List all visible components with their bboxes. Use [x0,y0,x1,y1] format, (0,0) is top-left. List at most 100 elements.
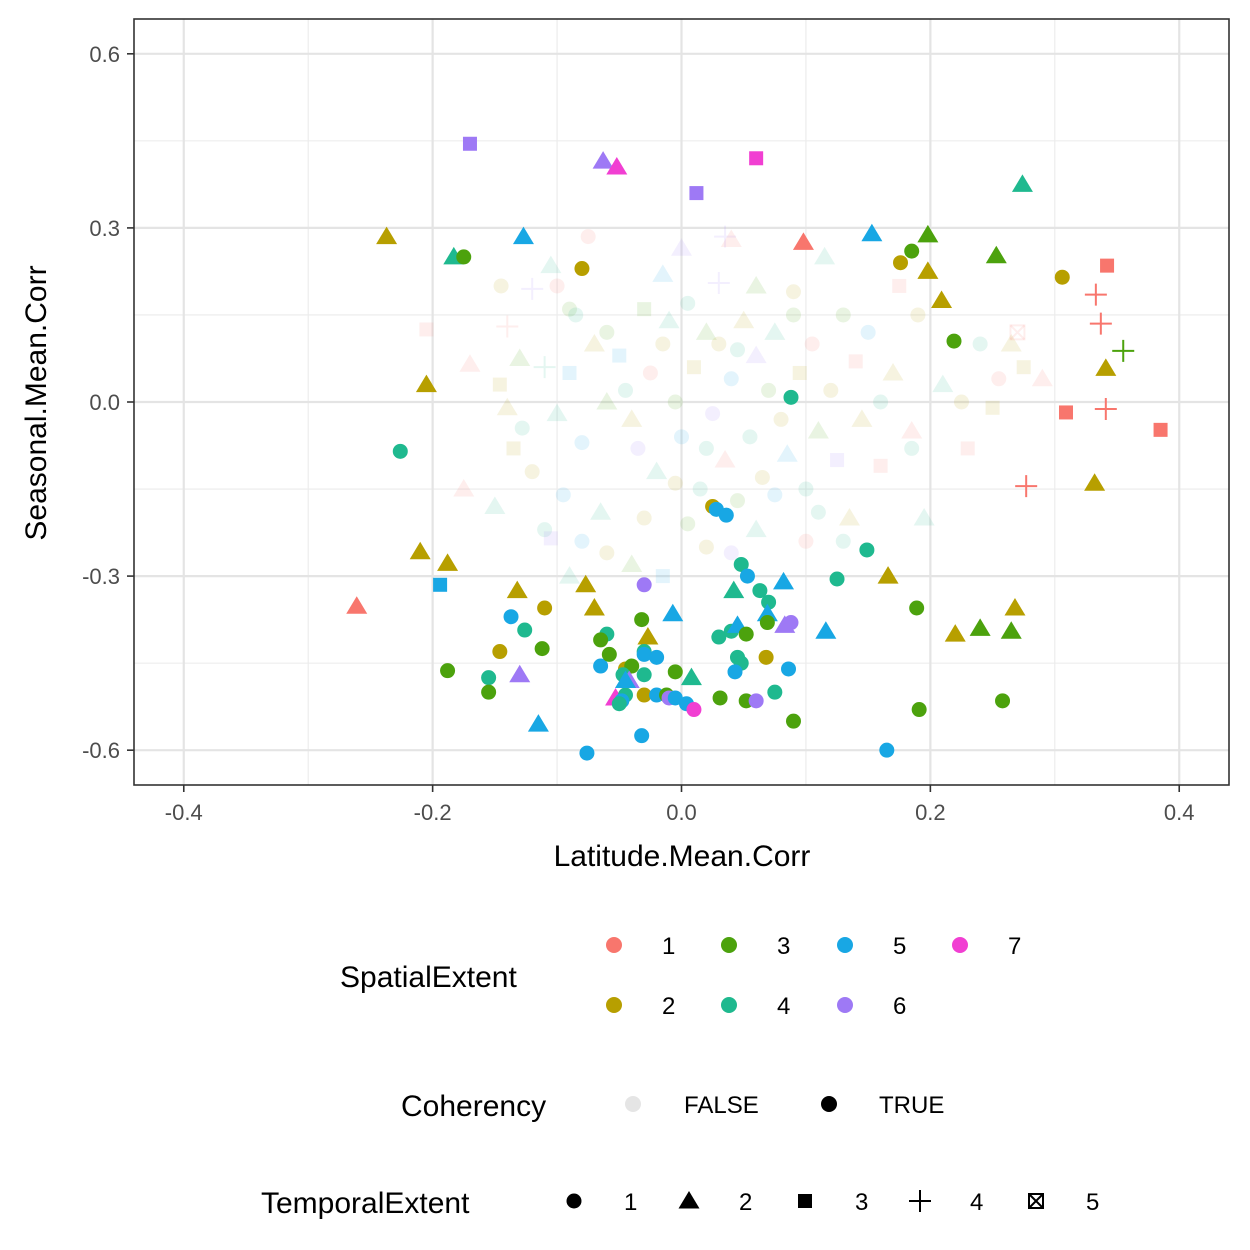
data-point-coherent [634,728,650,744]
data-point-noncoherent [514,420,530,436]
data-point-coherent [593,658,609,674]
y-tick-label: 0.0 [89,390,120,415]
data-point-coherent [917,224,939,243]
data-point-noncoherent [798,481,814,497]
legend-coherency-true-label: TRUE [879,1092,944,1119]
data-point-noncoherent [698,440,714,456]
data-point-coherent [756,603,778,622]
data-point-noncoherent [761,382,777,398]
data-point-noncoherent [658,310,680,329]
legend-coherency-title: Coherency [401,1090,546,1123]
legend-spatial-label-7: 7 [1008,933,1021,960]
data-point-coherent [637,627,659,645]
data-point-noncoherent [686,360,701,375]
data-point-noncoherent [618,382,634,398]
x-tick-label: -0.4 [165,800,203,825]
data-point-coherent [575,574,597,593]
data-point-noncoherent [792,365,807,380]
data-point-noncoherent [493,278,509,294]
data-point-noncoherent [910,307,926,323]
data-point-coherent [1112,339,1135,362]
data-point-noncoherent [835,307,851,323]
data-point-noncoherent [904,440,920,456]
data-point-noncoherent [562,301,578,317]
data-point-coherent [517,622,533,638]
data-point-coherent [593,632,609,648]
data-point-noncoherent [549,278,565,294]
legend-spatial-title: SpatialExtent [340,961,517,994]
data-point-noncoherent [733,310,755,329]
data-point-coherent [758,649,774,665]
data-point-coherent [711,629,727,645]
data-point-coherent [917,261,939,279]
data-point-coherent [767,684,783,700]
data-point-coherent [727,664,743,680]
grid-lines [134,19,1229,785]
data-point-noncoherent [773,411,789,427]
data-point-noncoherent [882,362,904,381]
data-point-coherent [592,151,614,169]
data-point-noncoherent [932,374,954,393]
data-point-noncoherent [671,238,692,256]
data-point-noncoherent [723,371,739,387]
data-point-noncoherent [646,461,668,480]
data-point-coherent [346,596,368,614]
x-tick-label: 0.0 [666,800,697,825]
data-point-noncoherent [873,394,889,410]
data-point-coherent [492,644,508,660]
legend-spatial-key-1 [606,937,622,953]
data-point-noncoherent [537,522,553,538]
data-point-noncoherent [630,440,646,456]
data-point-coherent [1054,269,1070,285]
data-point-coherent [456,249,472,265]
data-point-coherent [1084,473,1106,491]
data-point-coherent [506,580,528,599]
legend-temporal-label-5: 5 [1086,1189,1099,1216]
data-point-coherent [611,696,627,712]
data-point-noncoherent [543,531,558,546]
noncoherent-points [419,225,1053,584]
data-point-coherent [579,745,595,761]
data-point-coherent [774,615,796,633]
legend-spatial-key-6 [837,997,853,1013]
data-point-coherent [392,443,408,459]
data-point-coherent [733,556,749,572]
data-point-coherent [931,290,953,308]
data-point-noncoherent [655,336,671,352]
data-point-noncoherent [599,324,615,340]
data-point-coherent [752,583,768,599]
y-tick-label: 0.6 [89,42,120,67]
data-point-noncoherent [745,519,767,538]
legend-temporal-key-3 [798,1194,812,1208]
data-point-noncoherent [655,569,670,584]
data-point-coherent [689,186,704,201]
data-point-noncoherent [729,493,745,509]
y-tick-label: -0.3 [82,564,120,589]
legend-spatial-key-5 [837,937,853,953]
data-point-coherent [534,641,550,657]
data-point-noncoherent [714,225,737,248]
data-point-coherent [634,612,650,628]
data-point-coherent [783,389,799,405]
data-point-coherent [995,693,1011,709]
data-point-noncoherent [764,322,786,340]
legend-spatial-label-4: 4 [777,993,790,1020]
data-point-coherent [759,615,775,631]
data-point-noncoherent [492,377,507,392]
data-point-coherent [761,594,777,610]
data-point-noncoherent [851,409,873,427]
legend-spatial-key-7 [952,937,968,953]
data-point-coherent [985,245,1007,264]
data-point-noncoherent [509,348,531,366]
legend-spatial-label-1: 1 [662,933,675,960]
data-point-noncoherent [913,508,935,526]
data-point-coherent [601,646,617,662]
data-point-coherent [680,667,702,686]
data-point-noncoherent [521,277,544,300]
data-point-noncoherent [745,275,767,294]
data-point-noncoherent [723,545,739,561]
legend-temporal-key-4 [909,1190,931,1212]
data-point-coherent [946,333,962,349]
data-point-coherent [615,670,637,689]
